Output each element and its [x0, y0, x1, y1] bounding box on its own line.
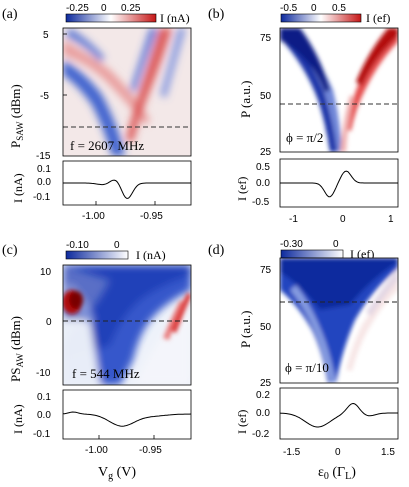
y-tick: 50 — [260, 91, 272, 102]
trace-line — [62, 411, 192, 427]
colorbar — [280, 13, 362, 23]
panel-label: (c) — [2, 243, 18, 258]
annotation: f = 544 MHz — [72, 366, 140, 381]
x-tick: -1.00 — [82, 211, 105, 222]
x-tick: 1 — [388, 214, 394, 225]
colorbar-tick: 0 — [114, 240, 120, 251]
colorbar-unit: I (ef) — [350, 247, 374, 261]
x-axis-label: Vg (V) — [98, 465, 136, 482]
y-tick: -10 — [36, 368, 51, 379]
panel-label: (a) — [2, 7, 18, 22]
colorbar — [65, 13, 157, 23]
trace-line — [279, 402, 398, 428]
trace-ylabel: I (nA) — [11, 404, 25, 434]
x-tick: 0 — [335, 447, 341, 458]
trace-ylabel: I (ef) — [235, 177, 249, 201]
colormap-image — [63, 28, 191, 156]
colorbar-tick: 0 — [311, 3, 317, 14]
x-tick: -1 — [289, 214, 298, 225]
panel-d: (d) -0.30 0 I (ef) 75 50 25 P (a.u.) ϕ =… — [208, 239, 399, 482]
colormap-image — [280, 28, 398, 152]
panel-label: (d) — [208, 243, 225, 258]
y-tick: -5 — [40, 91, 49, 102]
colorbar-tick: 0 — [333, 239, 339, 250]
annotation: ϕ = π/10 — [285, 360, 329, 375]
x-tick: -0.95 — [139, 445, 162, 456]
y-tick: 0.0 — [256, 178, 270, 189]
panel-c: (c) -0.10 0 I (nA) 10 0 -10 — [2, 240, 192, 482]
y-tick: 0.1 — [37, 164, 51, 175]
colorbar-tick: -0.5 — [280, 3, 298, 14]
x-tick: -1.00 — [85, 445, 108, 456]
colorbar-unit: I (nA) — [160, 11, 190, 25]
colormap-image — [63, 265, 191, 385]
y-tick: -0.1 — [33, 429, 51, 440]
y-tick: 75 — [260, 33, 272, 44]
panel-label: (b) — [208, 7, 225, 22]
panel-b: (b) -0.5 0 0.5 I (ef) 75 50 25 P (a.u.) … — [208, 3, 399, 225]
colorbar-tick: 0.5 — [332, 3, 346, 14]
x-tick: -1.5 — [283, 447, 301, 458]
x-tick: -0.95 — [140, 211, 163, 222]
y-tick: -15 — [36, 151, 51, 162]
y-tick: 5 — [43, 30, 49, 41]
y-tick: 0.5 — [256, 162, 270, 173]
trace-ylabel: I (nA) — [11, 173, 25, 203]
x-tick: 0 — [340, 214, 346, 225]
colorbar-tick: 0 — [101, 3, 107, 14]
y-tick: 0.0 — [37, 410, 51, 421]
colormap-image — [280, 258, 398, 383]
y-tick: 25 — [260, 147, 272, 158]
y-tick: 10 — [40, 267, 52, 278]
trace-line — [63, 179, 191, 200]
y-tick: -0.5 — [252, 197, 270, 208]
x-tick: 1.5 — [381, 447, 395, 458]
trace-ylabel: I (ef) — [235, 410, 249, 434]
colorbar-tick: -0.30 — [280, 239, 303, 250]
y-tick: -0.1 — [33, 192, 51, 203]
y-tick: 75 — [260, 265, 272, 276]
y-tick: 0.1 — [37, 392, 51, 403]
trace-line — [280, 170, 398, 198]
panel-a: (a) -0.25 0 0.25 I (nA) 5 -5 -15 PS — [2, 3, 192, 222]
y-tick: 25 — [260, 378, 272, 389]
colorbar-tick: -0.10 — [66, 240, 89, 251]
y-tick: 0.0 — [256, 408, 270, 419]
y-tick: 0 — [46, 317, 52, 328]
annotation: f = 2607 MHz — [70, 138, 144, 153]
map-ylabel: PSAW (dBm) — [8, 316, 25, 382]
colorbar-unit: I (nA) — [136, 248, 166, 262]
y-tick: 50 — [260, 322, 272, 333]
x-axis-label: ε0 (ΓL) — [318, 465, 356, 482]
colorbar — [280, 249, 344, 259]
map-ylabel: PSAW (dBm) — [8, 84, 25, 148]
y-tick: 0.2 — [256, 390, 270, 401]
map-ylabel: P (a.u.) — [238, 81, 253, 118]
colorbar — [65, 250, 129, 260]
map-ylabel: P (a.u.) — [238, 311, 253, 348]
y-tick: 0.0 — [37, 177, 51, 188]
annotation: ϕ = π/2 — [286, 130, 323, 145]
colorbar-tick: 0.25 — [121, 3, 141, 14]
colorbar-unit: I (ef) — [366, 11, 390, 25]
colorbar-tick: -0.25 — [66, 3, 89, 14]
y-tick: -0.2 — [252, 429, 270, 440]
